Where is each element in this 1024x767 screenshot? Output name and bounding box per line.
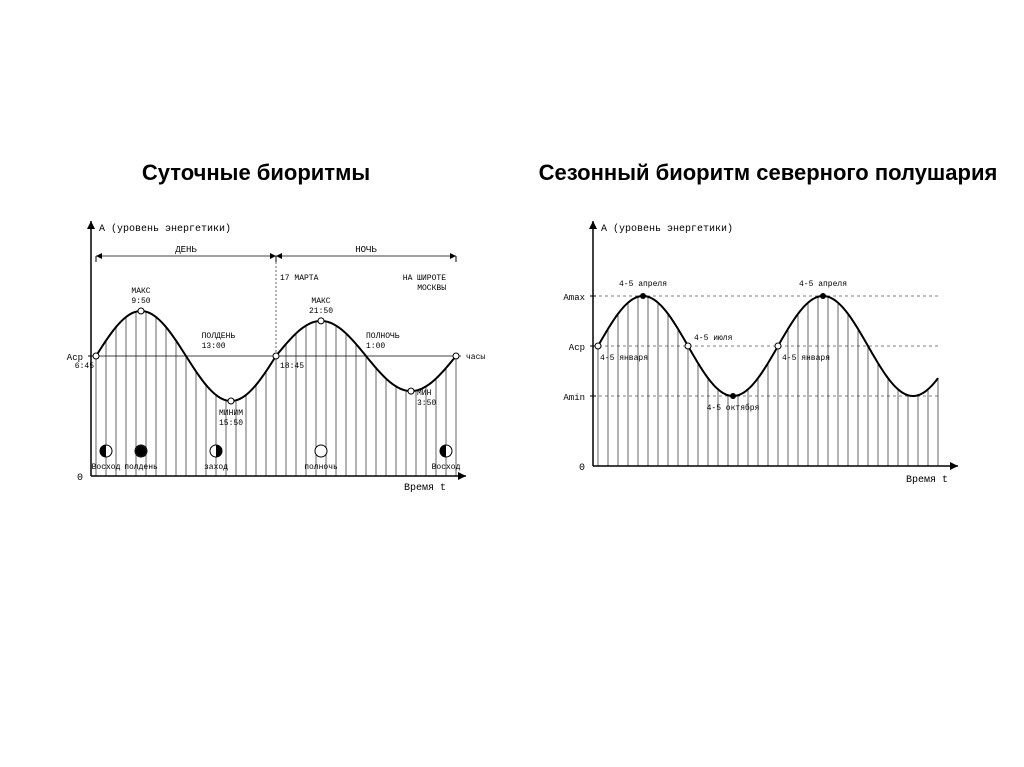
svg-text:0: 0	[579, 463, 585, 474]
svg-text:ПОЛДЕНЬ: ПОЛДЕНЬ	[202, 332, 236, 341]
svg-text:4-5 апреля: 4-5 апреля	[799, 280, 847, 289]
svg-text:Amax: Amax	[563, 293, 585, 303]
svg-text:4-5 января: 4-5 января	[782, 354, 830, 363]
svg-text:4-5 октября: 4-5 октября	[707, 404, 760, 413]
svg-text:Восход: Восход	[432, 463, 461, 472]
svg-text:9:50: 9:50	[131, 297, 150, 306]
svg-text:ДЕНЬ: ДЕНЬ	[175, 245, 197, 255]
svg-text:МАКС: МАКС	[131, 287, 150, 296]
svg-text:0: 0	[77, 473, 83, 484]
svg-text:4-5 июля: 4-5 июля	[694, 334, 732, 343]
svg-text:ПОЛНОЧЬ: ПОЛНОЧЬ	[366, 332, 400, 341]
seasonal-biorhythm-diagram: А (уровень энергетики) Время t 0 Amax Аср Ami…	[538, 206, 978, 521]
svg-text:13:00: 13:00	[202, 342, 226, 351]
svg-text:3:50: 3:50	[417, 399, 436, 408]
svg-text:полночь: полночь	[304, 463, 338, 472]
svg-text:15:50: 15:50	[219, 419, 243, 428]
svg-text:1:00: 1:00	[366, 342, 385, 351]
svg-text:МИНИМ: МИНИМ	[219, 409, 243, 418]
svg-text:Amin: Amin	[563, 393, 585, 403]
svg-text:18:45: 18:45	[280, 362, 304, 371]
svg-text:часы: часы	[466, 353, 485, 362]
svg-text:А (уровень энергетики): А (уровень энергетики)	[99, 223, 231, 235]
svg-text:МИН: МИН	[417, 389, 432, 398]
svg-text:Время t: Время t	[906, 475, 948, 486]
svg-text:НА ШИРОТЕ: НА ШИРОТЕ	[403, 274, 446, 283]
svg-text:4-5 января: 4-5 января	[600, 354, 648, 363]
svg-text:НОЧЬ: НОЧЬ	[355, 245, 377, 255]
svg-text:МОСКВЫ: МОСКВЫ	[417, 284, 446, 293]
svg-text:6:45: 6:45	[75, 362, 94, 371]
svg-text:А (уровень энергетики): А (уровень энергетики)	[601, 223, 733, 235]
daily-biorhythm-diagram: А (уровень энергетики)Время t0АсрчасыДЕН…	[46, 206, 486, 521]
svg-text:21:50: 21:50	[309, 307, 333, 316]
svg-text:Восход: Восход	[92, 463, 121, 472]
svg-text:полдень: полдень	[124, 463, 158, 472]
svg-text:МАКС: МАКС	[311, 297, 330, 306]
svg-text:4-5 апреля: 4-5 апреля	[619, 280, 667, 289]
right-title: Сезонный биоритм северного полушария	[538, 160, 999, 186]
svg-text:Аср: Аср	[569, 343, 585, 353]
svg-text:заход: заход	[204, 463, 228, 472]
left-title: Суточные биоритмы	[26, 160, 487, 186]
svg-text:17 МАРТА: 17 МАРТА	[280, 274, 319, 283]
svg-text:Время t: Время t	[404, 483, 446, 494]
